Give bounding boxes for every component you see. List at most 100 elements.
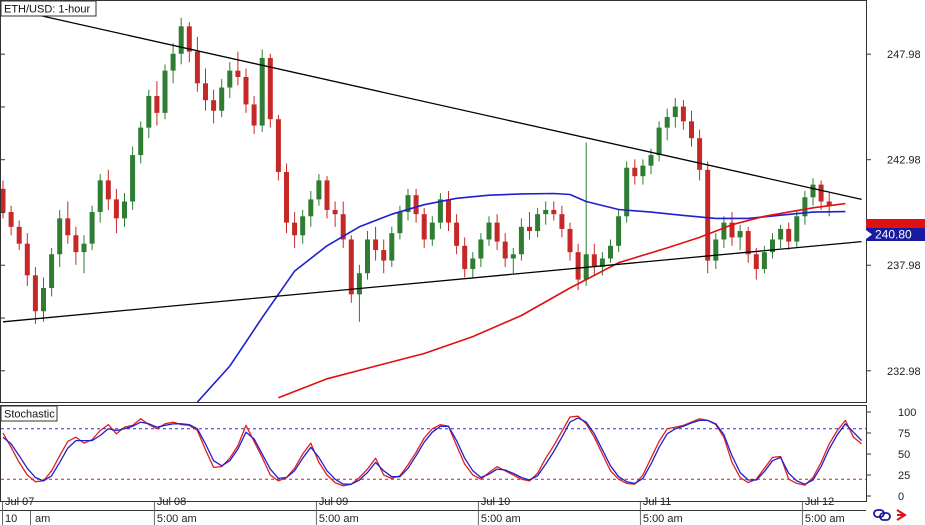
candle <box>49 254 55 289</box>
candle <box>211 100 217 111</box>
candle <box>802 197 808 217</box>
date-label: Jul 11 <box>643 496 672 508</box>
time-axis: Jul 07 10 Jul 08 5:00 am Jul 09 5:00 am Jul 10… <box>0 496 866 525</box>
candle <box>300 216 306 236</box>
date-label: Jul 10 <box>481 496 510 508</box>
stochastic-tick-label: 50 <box>898 449 910 461</box>
candle <box>340 214 346 240</box>
candle <box>713 239 719 261</box>
lower-trendline <box>2 240 862 323</box>
candle <box>73 235 79 253</box>
upper-trendline <box>2 6 862 201</box>
candle <box>437 199 443 223</box>
candle <box>632 167 638 177</box>
date-label: Jul 07 <box>5 496 34 508</box>
candle <box>113 199 119 219</box>
candle <box>259 57 265 126</box>
candle <box>527 226 532 232</box>
candle <box>664 117 670 128</box>
price-panel <box>0 0 867 403</box>
candle <box>16 226 22 244</box>
candle <box>429 222 435 240</box>
stochastic-axis: 100 75 50 25 0 <box>866 407 916 503</box>
candle <box>599 258 605 267</box>
candle <box>356 273 362 295</box>
time-label: 10 <box>5 513 17 525</box>
stochastic-panel <box>0 405 867 502</box>
candle <box>721 222 727 240</box>
candle <box>373 239 379 251</box>
time-label: 5:00 am <box>319 513 359 525</box>
candle <box>786 228 792 242</box>
candle <box>454 222 460 246</box>
stochastic-title: Stochastic <box>4 409 55 421</box>
time-label: 5:00 am <box>805 513 845 525</box>
candle <box>146 95 152 128</box>
candle <box>57 218 63 255</box>
candle <box>648 155 654 166</box>
stochastic-d-line <box>2 417 863 485</box>
candle <box>81 243 87 253</box>
link-icon[interactable] <box>873 509 891 521</box>
candle <box>8 212 14 227</box>
candle <box>770 239 775 253</box>
candle <box>729 222 735 238</box>
candle <box>470 258 476 270</box>
candle <box>753 254 759 270</box>
price-marker-arrow <box>866 230 872 239</box>
candle <box>122 201 127 219</box>
candle <box>235 70 241 77</box>
candle <box>316 180 322 200</box>
candle <box>551 209 557 215</box>
candle <box>478 239 484 259</box>
candle <box>737 231 743 238</box>
chart-title-box <box>0 0 97 17</box>
candle <box>543 209 549 215</box>
candle <box>194 51 200 84</box>
candle <box>186 26 192 52</box>
sma-fast-line <box>196 192 846 402</box>
last-price-label: 240.80 <box>875 228 912 242</box>
candle <box>794 216 800 242</box>
candle <box>203 83 208 101</box>
candle <box>616 216 622 246</box>
date-label: Jul 12 <box>805 496 834 508</box>
candle <box>640 165 646 177</box>
candle <box>761 252 767 270</box>
candle <box>608 245 613 259</box>
candle <box>421 214 427 240</box>
candle <box>567 228 573 253</box>
candle <box>170 53 176 71</box>
candle <box>348 239 354 295</box>
stochastic-title-box <box>0 405 58 422</box>
candle <box>243 76 249 105</box>
candle <box>672 106 678 118</box>
candle <box>462 245 468 270</box>
candle <box>535 214 541 232</box>
time-label-am: am <box>35 513 50 525</box>
candle <box>397 212 403 234</box>
candle <box>275 119 281 172</box>
price-tick-label: 247.98 <box>887 49 921 61</box>
candle <box>251 104 257 126</box>
candle <box>381 250 387 261</box>
date-label: Jul 09 <box>319 496 348 508</box>
candle <box>267 57 273 120</box>
candle <box>624 167 630 217</box>
time-label: 5:00 am <box>481 513 521 525</box>
candle <box>575 252 581 280</box>
candle <box>308 199 314 217</box>
stochastic-layer <box>1 415 866 487</box>
candle <box>97 180 103 213</box>
candle <box>810 184 816 198</box>
candle <box>680 106 686 122</box>
candle <box>41 288 46 312</box>
candle <box>705 169 711 261</box>
candle <box>292 222 298 236</box>
arrow-right-icon[interactable] <box>896 509 907 521</box>
candle <box>178 26 184 54</box>
candle <box>446 199 451 223</box>
candle <box>389 233 395 261</box>
candle <box>486 222 492 240</box>
